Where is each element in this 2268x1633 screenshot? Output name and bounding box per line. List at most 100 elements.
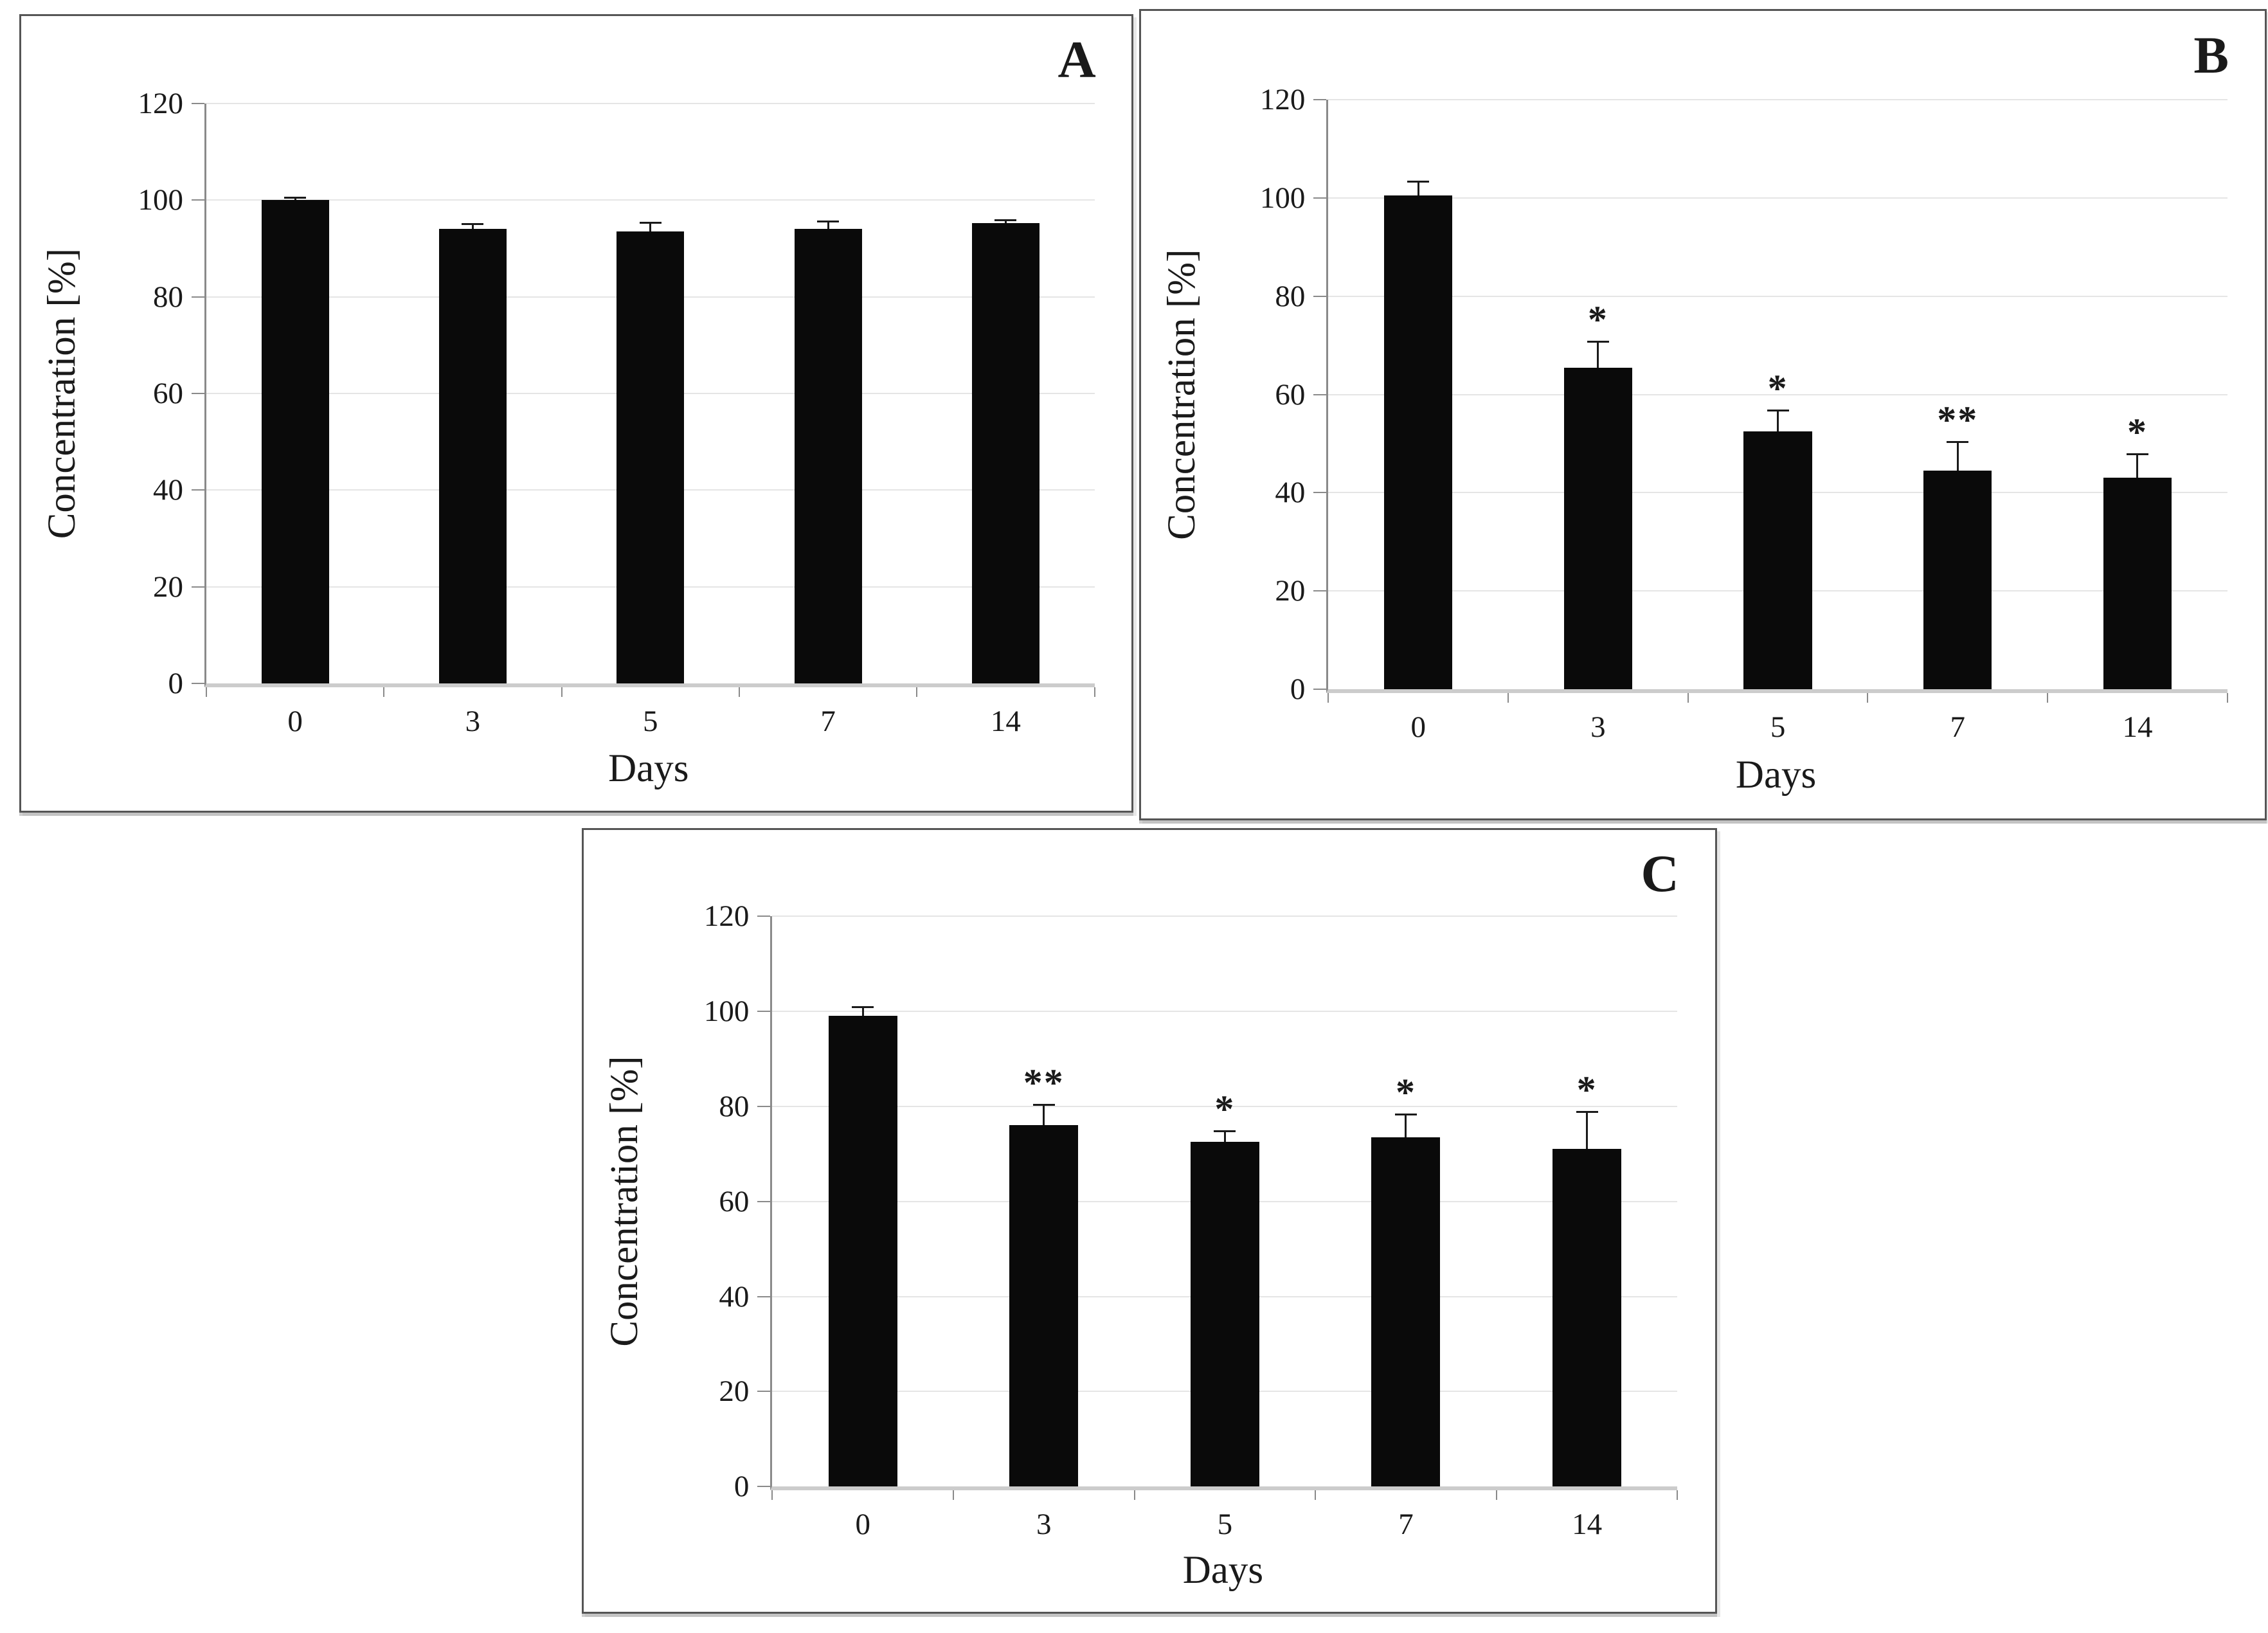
x-axis-tick — [1495, 1490, 1497, 1501]
y-tick-label: 120 — [1259, 83, 1306, 117]
y-tick-label: 40 — [719, 1279, 750, 1313]
y-tick-label: 120 — [703, 899, 750, 933]
x-tick-label: 3 — [1036, 1508, 1052, 1542]
x-axis-tick — [952, 1490, 954, 1501]
x-tick-label: 0 — [1410, 710, 1426, 744]
y-axis-title: Concentration [%] — [603, 1056, 647, 1347]
y-tick-label: 120 — [138, 86, 183, 120]
y-axis-tick — [1313, 99, 1327, 101]
error-bar-whisker — [1004, 219, 1007, 223]
x-axis-title: Days — [1735, 753, 1817, 797]
error-bar-cap — [995, 219, 1017, 221]
y-tick-label: 0 — [734, 1470, 750, 1504]
panel-a: A Concentration [%] 0 20 40 60 80 100 120 0 3 5 7 1… — [19, 14, 1133, 813]
y-tick-label: 20 — [1275, 574, 1306, 608]
y-tick-label: 0 — [168, 667, 183, 701]
panel-letter: A — [1058, 30, 1096, 89]
x-tick-label: 14 — [2122, 710, 2153, 744]
error-bar-cap — [1947, 441, 1969, 444]
error-bar-whisker — [2136, 453, 2139, 478]
gridline-120 — [1328, 99, 2228, 101]
bar — [794, 229, 862, 684]
bar — [2103, 478, 2172, 690]
y-tick-label: 0 — [1290, 672, 1306, 707]
y-axis-tick — [757, 1010, 771, 1012]
y-axis-tick — [757, 1391, 771, 1393]
error-bar-cap — [1394, 1113, 1417, 1115]
y-axis-tick — [1313, 590, 1327, 592]
y-axis-tick — [191, 393, 204, 395]
panel-c: C Concentration [%] 0 20 40 60 80 100 120 0 ** 3 *… — [582, 828, 1717, 1614]
y-tick-label: 100 — [138, 183, 183, 217]
y-tick-label: 80 — [152, 280, 183, 314]
plot-area: 0 20 40 60 80 100 120 0 ** 3 * 5 * 7 * 14 — [704, 901, 1679, 1540]
y-axis-tick — [1313, 492, 1327, 494]
significance-marker: * — [1214, 1087, 1236, 1130]
error-bar-cap — [462, 222, 484, 225]
bar — [1384, 195, 1453, 690]
y-axis-title: Concentration [%] — [40, 248, 84, 539]
y-axis-tick — [191, 102, 204, 104]
x-axis-tick — [383, 687, 385, 698]
y-tick-label: 20 — [719, 1375, 750, 1409]
panel-b: B Concentration [%] 0 20 40 60 80 100 120 0 * 3 * 5… — [1139, 9, 2267, 820]
error-bar-cap — [1407, 181, 1430, 183]
x-tick-label: 14 — [990, 705, 1021, 739]
x-axis-tick — [1677, 1490, 1679, 1501]
x-axis-tick — [2226, 693, 2228, 703]
error-bar-cap — [1576, 1111, 1598, 1114]
y-axis-tick — [757, 1105, 771, 1107]
error-bar-cap — [1032, 1103, 1055, 1106]
error-bar-whisker — [1597, 340, 1599, 368]
y-tick-label: 60 — [719, 1184, 750, 1218]
bar — [1371, 1137, 1441, 1487]
significance-marker: * — [1587, 298, 1608, 341]
y-tick-label: 40 — [1275, 476, 1306, 510]
error-bar-whisker — [1777, 409, 1779, 431]
x-axis-tick — [1315, 1490, 1317, 1501]
x-axis-tick — [1133, 1490, 1135, 1501]
x-axis-tick — [1867, 693, 1869, 703]
bar — [1553, 1149, 1622, 1487]
error-bar-whisker — [861, 1006, 864, 1016]
x-axis-tick — [2047, 693, 2049, 703]
x-tick-label: 7 — [1950, 710, 1966, 744]
x-axis-title: Days — [608, 746, 689, 790]
y-axis-tick — [757, 1295, 771, 1297]
error-bar-whisker — [1586, 1111, 1589, 1150]
y-axis-tick — [757, 1486, 771, 1488]
gridline-120 — [206, 102, 1095, 104]
error-bar-whisker — [1223, 1130, 1226, 1142]
bar — [1009, 1125, 1079, 1487]
error-bar-cap — [1767, 409, 1789, 411]
bar — [971, 222, 1040, 684]
significance-marker: ** — [1937, 399, 1979, 442]
x-tick-label: 3 — [1590, 710, 1606, 744]
y-axis-tick — [191, 586, 204, 588]
x-axis-tick — [1094, 687, 1095, 698]
y-tick-label: 20 — [152, 570, 183, 604]
gridline-80 — [772, 1105, 1678, 1107]
y-tick-label: 60 — [1275, 377, 1306, 411]
y-axis-tick — [191, 199, 204, 201]
gridline-60 — [1328, 393, 2228, 395]
error-bar-cap — [2126, 453, 2148, 456]
x-axis-title: Days — [1182, 1549, 1264, 1592]
y-tick-label: 60 — [152, 377, 183, 411]
error-bar-cap — [1587, 340, 1609, 343]
x-tick-label: 7 — [1398, 1508, 1414, 1542]
x-tick-label: 7 — [820, 705, 836, 739]
gridline-100 — [206, 199, 1095, 201]
plot-area: 0 20 40 60 80 100 120 0 3 5 7 14 — [138, 88, 1095, 737]
y-axis-tick — [191, 683, 204, 685]
x-tick-label: 0 — [287, 705, 303, 739]
y-tick-label: 80 — [1275, 279, 1306, 313]
y-tick-label: 80 — [719, 1089, 750, 1123]
significance-marker: * — [2127, 411, 2148, 454]
y-axis-tick — [1313, 197, 1327, 199]
bar — [438, 229, 507, 684]
error-bar-cap — [284, 197, 307, 199]
error-bar-whisker — [1417, 181, 1419, 196]
error-bar-whisker — [649, 222, 652, 232]
